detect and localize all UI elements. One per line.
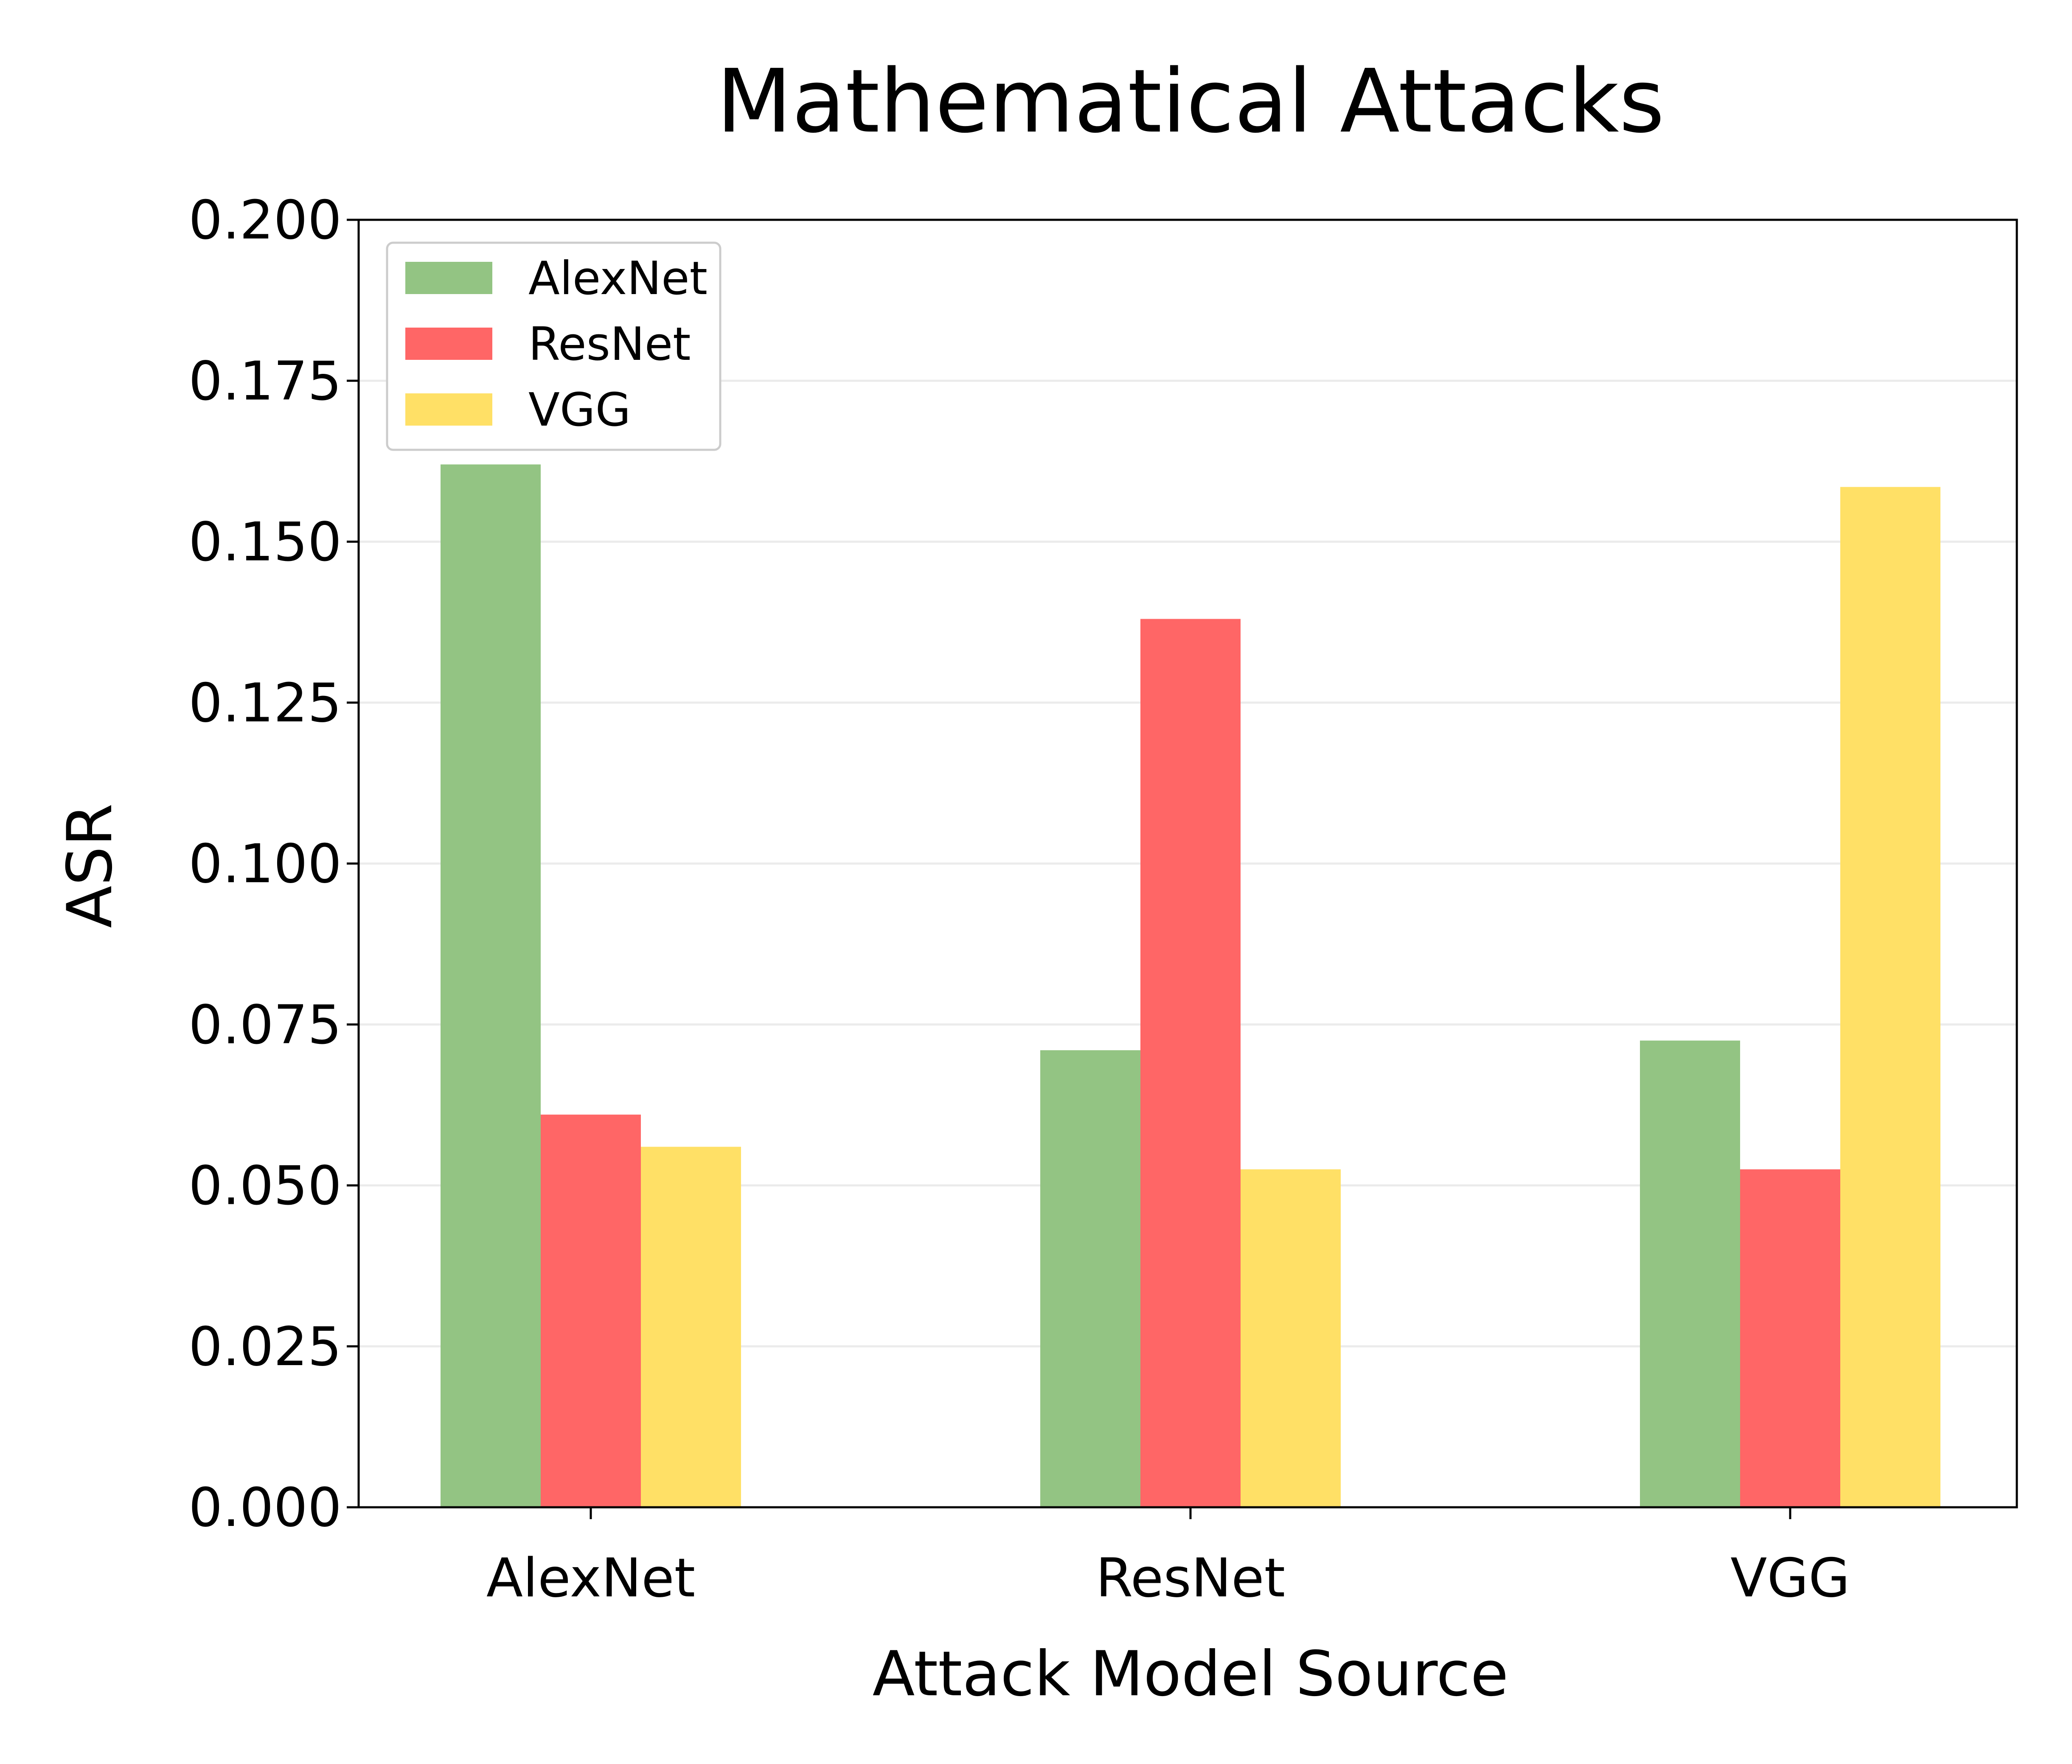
- y-tick-label: 0.050: [188, 1155, 342, 1217]
- y-tick-label: 0.100: [188, 833, 342, 895]
- x-tick-label: ResNet: [1096, 1547, 1285, 1609]
- bar: [641, 1147, 741, 1507]
- x-axis-label: Attack Model Source: [873, 1638, 1509, 1710]
- bar: [541, 1114, 641, 1507]
- y-tick-label: 0.075: [188, 993, 342, 1056]
- bar: [1640, 1040, 1740, 1507]
- y-tick-label: 0.025: [188, 1315, 342, 1378]
- y-axis-label: ASR: [54, 803, 126, 928]
- bar: [441, 464, 541, 1507]
- bar: [1740, 1169, 1840, 1507]
- y-tick-label: 0.125: [188, 672, 342, 734]
- x-tick-label: AlexNet: [486, 1547, 695, 1609]
- legend-label: VGG: [528, 384, 631, 437]
- legend-label: AlexNet: [528, 252, 708, 305]
- bar: [1241, 1169, 1341, 1507]
- legend-swatch: [405, 393, 492, 426]
- legend-label: ResNet: [528, 318, 691, 371]
- bar: [1140, 619, 1241, 1507]
- legend: AlexNet ResNet VGG: [386, 241, 722, 451]
- x-axis: AlexNet ResNet VGG: [486, 1507, 1850, 1609]
- y-tick-label: 0.000: [188, 1476, 342, 1539]
- y-tick-label: 0.200: [188, 189, 342, 251]
- bar: [1840, 487, 1940, 1507]
- y-axis: 0.000 0.025 0.050 0.075 0.100 0.125 0.150 0.175…: [188, 189, 359, 1539]
- legend-swatch: [405, 262, 492, 294]
- bars: [441, 464, 1940, 1507]
- x-tick-label: VGG: [1730, 1547, 1850, 1609]
- y-tick-label: 0.175: [188, 350, 342, 412]
- chart-title: Mathematical Attacks: [716, 50, 1665, 152]
- legend-swatch: [405, 328, 492, 360]
- y-tick-label: 0.150: [188, 511, 342, 573]
- bar: [1040, 1050, 1140, 1507]
